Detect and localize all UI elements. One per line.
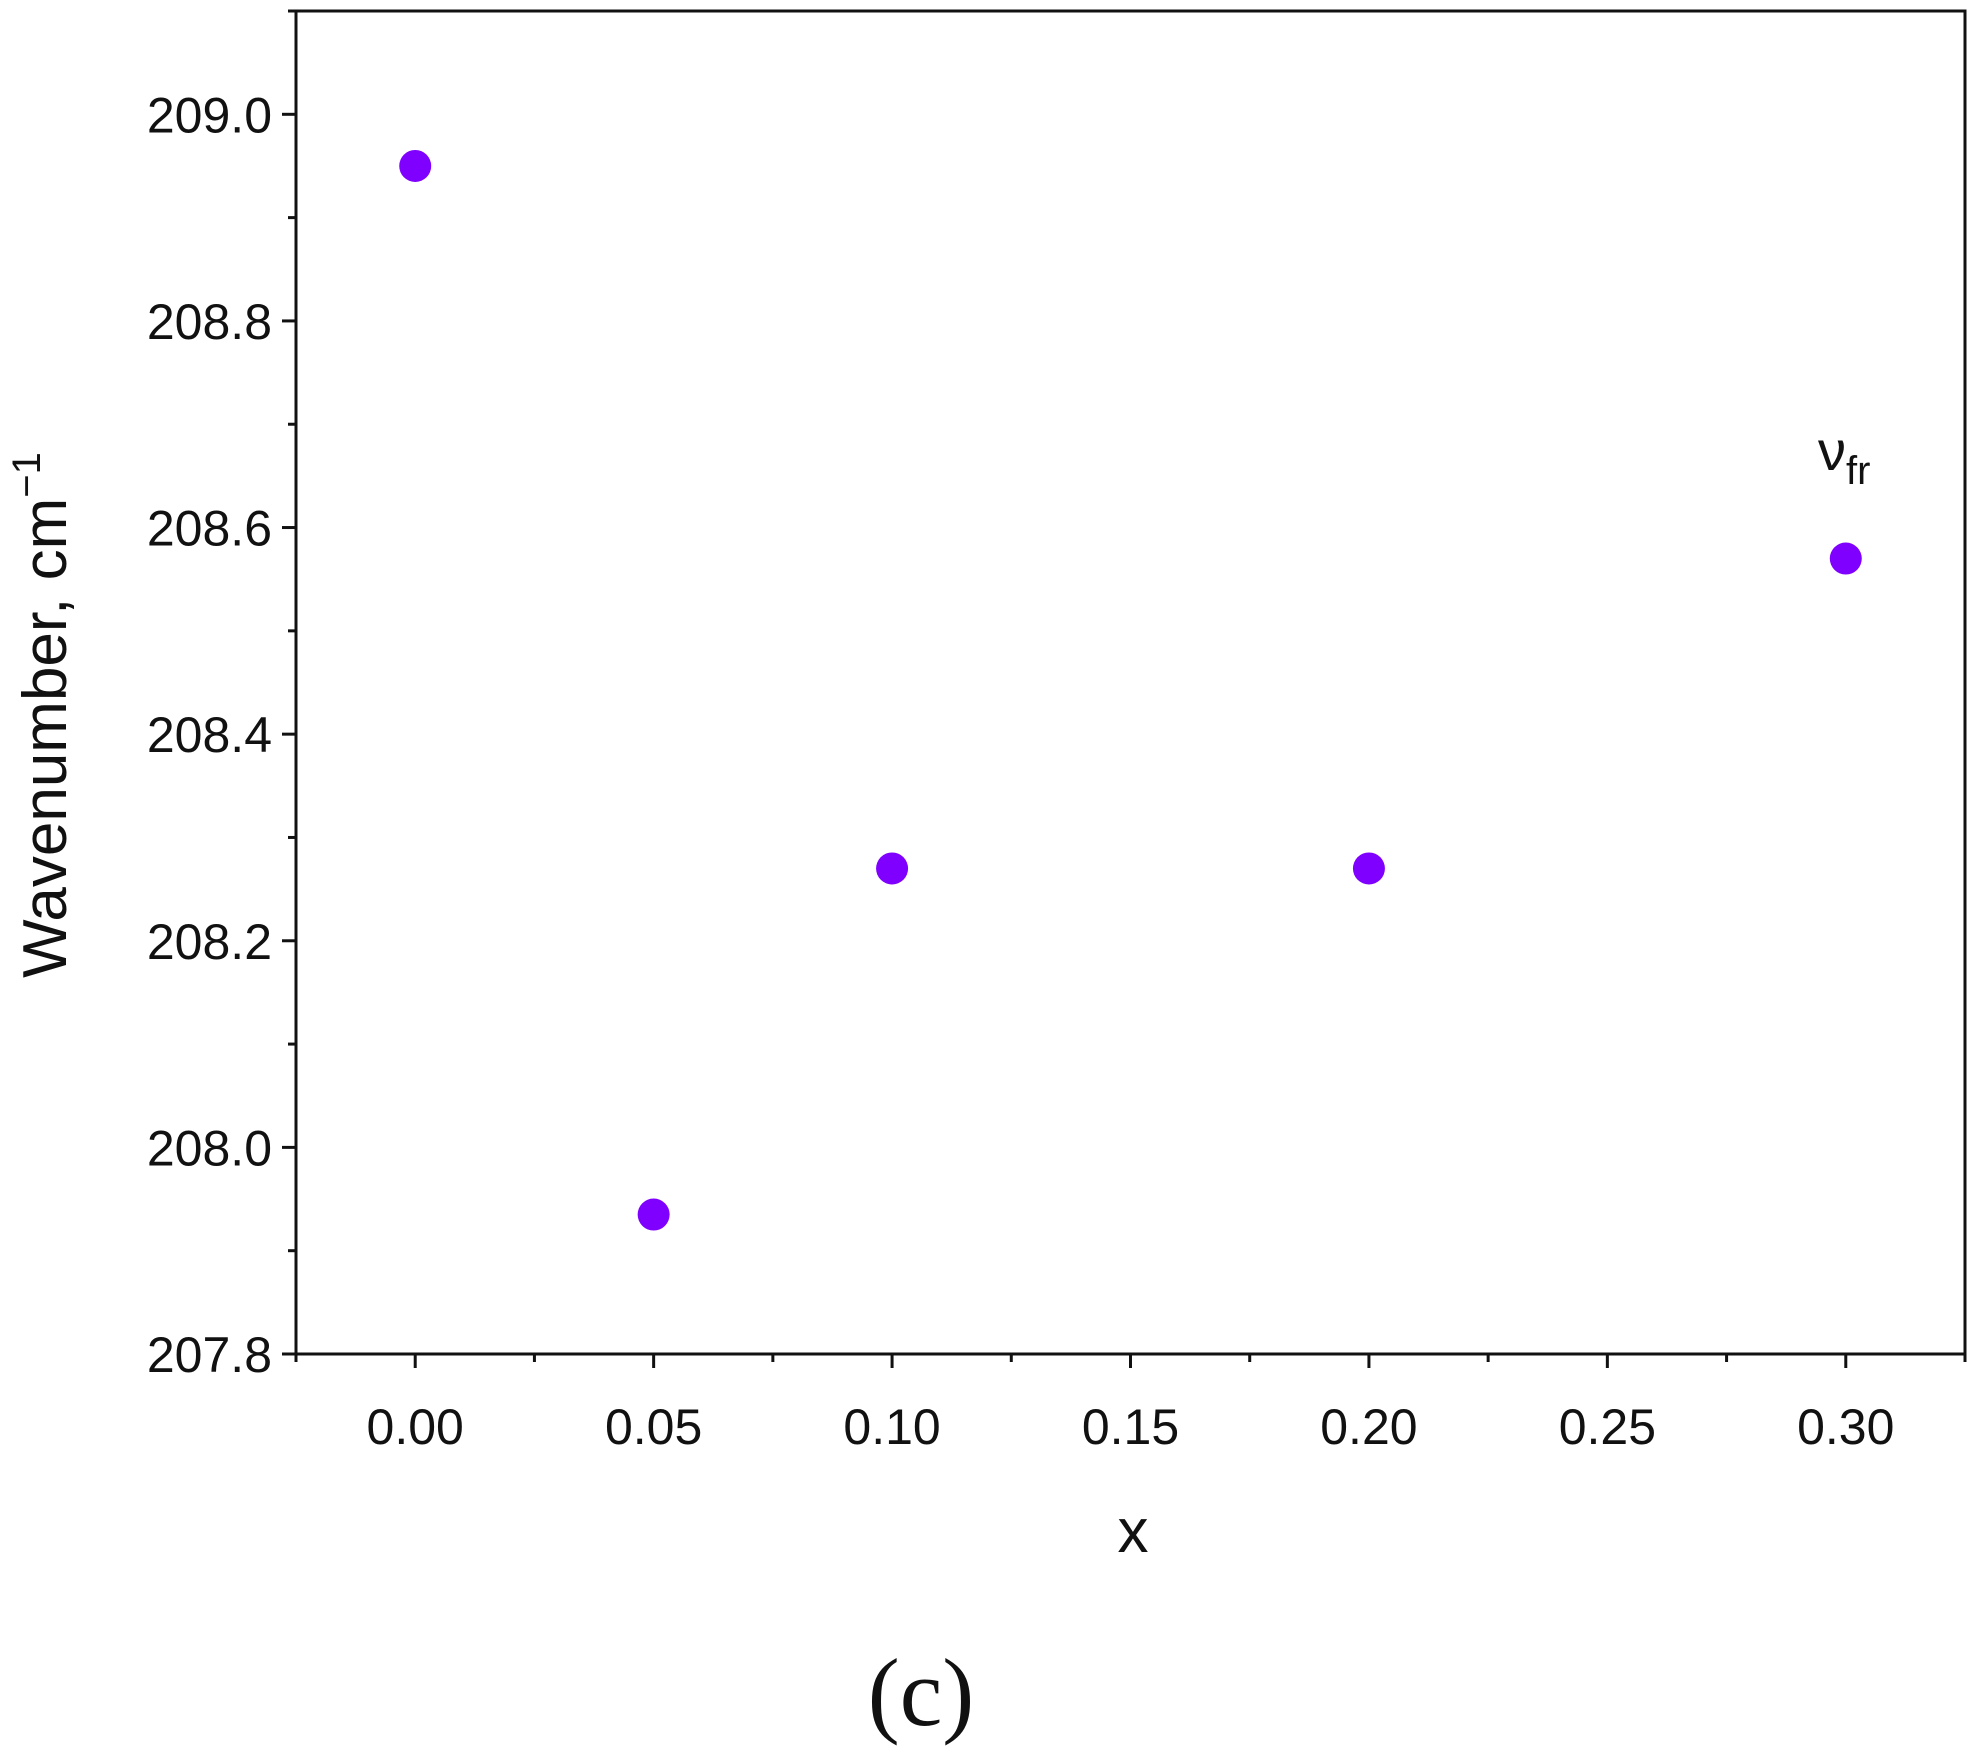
x-tick-label: 0.15 [1082, 1399, 1179, 1455]
plot-frame [294, 9, 1967, 1356]
nu-fr-subscript: fr [1846, 449, 1870, 493]
y-axis-ticks: 207.8 208.0 208.2 208.4 208.6 208.8 209.0 [147, 9, 296, 1383]
x-tick-label: 0.25 [1559, 1399, 1656, 1455]
x-tick-label: 0.20 [1320, 1399, 1417, 1455]
y-tick-label: 208.4 [147, 707, 272, 763]
plot-area-border [294, 9, 1967, 1356]
y-tick-label: 209.0 [147, 87, 272, 143]
y-tick-label: 208.0 [147, 1120, 272, 1176]
data-point [876, 852, 909, 885]
x-tick-label: 0.30 [1797, 1399, 1894, 1455]
y-tick-label: 208.8 [147, 294, 272, 350]
x-tick-label: 0.05 [605, 1399, 702, 1455]
y-tick-label: 208.2 [147, 914, 272, 970]
y-tick-label: 208.6 [147, 501, 272, 557]
data-point [1829, 542, 1862, 575]
x-tick-label: 0.10 [843, 1399, 940, 1455]
panel-label: (c) [868, 1639, 975, 1746]
data-point [399, 149, 432, 182]
y-axis-title-superscript: −1 [5, 452, 49, 498]
x-tick-label: 0.00 [367, 1399, 464, 1455]
data-point [637, 1198, 670, 1231]
y-tick-label: 207.8 [147, 1327, 272, 1383]
x-axis-title: x [1118, 1497, 1149, 1566]
data-point [1352, 852, 1385, 885]
data-points [399, 149, 1862, 1231]
nu-fr-annotation: νfr [1818, 419, 1870, 493]
x-axis-ticks: 0.00 0.05 0.10 0.15 0.20 0.25 0.30 [294, 1354, 1967, 1455]
y-axis-title: Wavenumber, cm−1 [5, 452, 80, 978]
